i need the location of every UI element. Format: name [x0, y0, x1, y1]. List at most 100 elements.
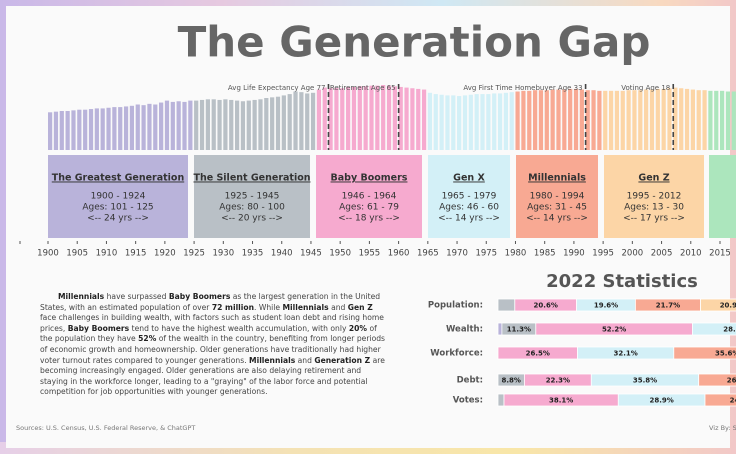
generation-span: <-- 20 yrs -->: [221, 214, 283, 224]
year-bar: [223, 99, 228, 150]
year-bar: [53, 111, 59, 150]
year-bar: [720, 90, 725, 150]
year-bar: [708, 90, 713, 150]
text-run: face challenges in building wealth, with…: [40, 313, 384, 333]
text-run: of the wealth in the country, benefiting…: [40, 334, 385, 365]
emphasis: Millennials: [58, 292, 105, 301]
year-bar: [509, 92, 514, 150]
year-bar: [211, 99, 216, 150]
stat-segment: [497, 393, 505, 407]
row-label: Debt:: [457, 376, 483, 386]
year-bar: [620, 90, 625, 150]
year-bar: [135, 104, 140, 150]
generation-years: 1965 - 1979: [442, 192, 497, 202]
year-bar: [164, 100, 170, 150]
year-bar: [632, 90, 637, 150]
emphasis: 20%: [348, 323, 368, 333]
year-bar: [661, 88, 666, 150]
year-bar: [386, 85, 392, 150]
year-bar: [439, 94, 444, 150]
generation-years: 1995 - 2012: [627, 192, 682, 202]
year-bar: [503, 92, 508, 150]
x-tick-label: 1985: [534, 249, 556, 259]
year-bar: [65, 111, 70, 150]
year-bar: [182, 101, 187, 150]
stat-segment: [700, 298, 736, 312]
year-bar: [725, 91, 731, 150]
generation-ages: Ages: 46 - 60: [439, 203, 499, 213]
year-bar: [597, 90, 602, 150]
year-bar: [369, 85, 374, 150]
generation-span: <-- 14 yrs -->: [438, 214, 500, 224]
year-bar: [538, 90, 544, 150]
text-run: are becoming increasingly engaged. Older…: [40, 355, 385, 397]
year-bar: [644, 89, 649, 150]
segment-label: 19.6%: [594, 302, 618, 310]
stat-segment: [698, 373, 736, 387]
emphasis: Millennials: [249, 355, 296, 365]
year-bar: [258, 99, 263, 150]
stat-segment: [497, 298, 516, 312]
year-bar: [305, 93, 310, 150]
year-bar: [252, 99, 257, 150]
generation-box: [316, 155, 422, 238]
year-bar: [562, 89, 567, 150]
row-label: Wealth:: [446, 325, 483, 335]
year-bar: [293, 91, 298, 150]
generation-ages: Ages: 101 - 125: [82, 203, 153, 213]
year-bar: [474, 94, 479, 150]
year-bar: [421, 89, 427, 150]
year-bar: [176, 101, 181, 150]
generation-span: <-- 24 yrs -->: [87, 214, 149, 224]
emphasis: Gen Z: [347, 302, 373, 312]
year-bar: [129, 105, 135, 150]
generation-name: Gen X: [453, 173, 485, 184]
year-bar: [626, 90, 631, 150]
generation-name: The Silent Generation: [193, 173, 310, 184]
year-bar: [673, 87, 678, 150]
year-bar: [591, 90, 596, 150]
text-run: have surpassed: [104, 292, 169, 301]
x-tick-label: 1925: [183, 249, 205, 259]
year-bar: [381, 85, 386, 150]
year-bar: [690, 89, 695, 150]
title: The Generation Gap: [178, 18, 651, 67]
year-bar: [310, 92, 316, 150]
text-run: as the largest generation in the United …: [40, 292, 381, 312]
year-bar: [77, 109, 82, 150]
x-tick-label: 1955: [359, 249, 381, 259]
x-tick-label: 1935: [242, 249, 264, 259]
year-bar: [270, 97, 275, 150]
segment-label: 20.9%: [720, 302, 736, 310]
year-bar: [457, 96, 462, 150]
year-bar: [199, 99, 205, 150]
year-bar: [638, 90, 643, 150]
generation-span: <-- 14 yrs -->: [526, 214, 588, 224]
sources: Sources: U.S. Census, U.S. Federal Reser…: [16, 424, 195, 432]
year-bar: [684, 88, 690, 150]
year-bar: [275, 96, 281, 150]
generation-years: 1946 - 1964: [342, 192, 397, 202]
year-bar: [328, 88, 333, 150]
year-bar: [170, 101, 175, 150]
x-tick-label: 1905: [66, 249, 88, 259]
year-bar: [83, 109, 88, 150]
x-tick-label: 2005: [651, 249, 673, 259]
x-tick-label: 1980: [505, 249, 527, 259]
stat-segment: [692, 322, 736, 336]
x-tick-label: 2000: [622, 249, 644, 259]
year-bar: [299, 92, 304, 150]
generation-box: [516, 155, 598, 238]
x-tick-label: 1975: [475, 249, 497, 259]
segment-label: 28.9%: [650, 397, 674, 405]
segment-label: 22.3%: [546, 377, 570, 385]
year-bar: [731, 91, 736, 150]
emphasis: Millennials: [282, 302, 329, 312]
stat-segment: [673, 346, 736, 360]
generation-ages: Ages: 61 - 79: [339, 203, 399, 213]
year-bar: [106, 107, 111, 150]
segment-label: 26.8%: [727, 377, 736, 385]
row-label: Population:: [428, 301, 483, 311]
year-bar: [375, 85, 380, 150]
year-bar: [48, 112, 53, 150]
